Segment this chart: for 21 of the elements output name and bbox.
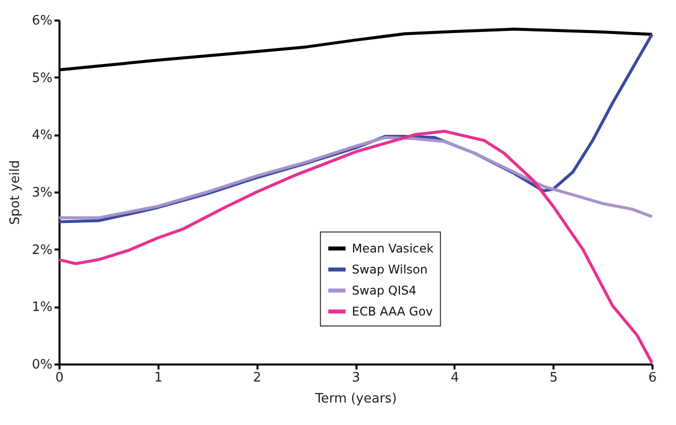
y-axis-title: Spot yeild (8, 160, 23, 225)
legend-label: Mean Vasicek (352, 242, 434, 256)
x-tick-label: 4 (450, 370, 459, 386)
line-series (58, 136, 654, 220)
x-tick-label: 3 (352, 370, 360, 386)
x-tick-label: 2 (253, 370, 262, 386)
y-tick-label: 6% (32, 14, 52, 28)
y-tick-label: 2% (32, 242, 52, 258)
legend-label: Swap Wilson (352, 262, 428, 277)
y-tick-label: 3% (32, 186, 52, 200)
x-axis-title: Term (years) (314, 392, 397, 406)
x-tick-label: 0 (55, 370, 64, 386)
x-tick-label: 5 (550, 370, 558, 386)
y-tick-label: 1% (32, 300, 52, 316)
legend-label: ECB AAA Gov (352, 304, 433, 319)
x-tick-label: 6 (648, 370, 657, 386)
y-tick-label: 5% (32, 70, 52, 86)
legend-label: Swap QIS4 (352, 284, 416, 298)
x-tick-label: 1 (154, 370, 162, 386)
y-tick-label: 0% (32, 358, 52, 372)
y-tick-label: 4% (32, 128, 52, 144)
